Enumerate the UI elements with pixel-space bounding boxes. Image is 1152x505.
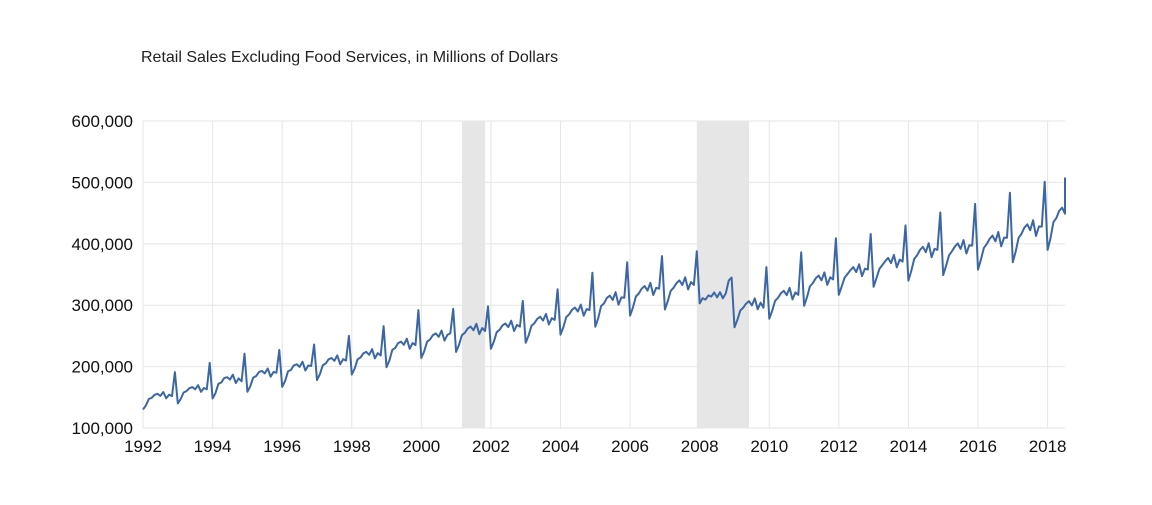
x-tick-label: 1994 xyxy=(194,437,232,456)
x-tick-label: 2004 xyxy=(542,437,580,456)
x-tick-label: 2010 xyxy=(750,437,788,456)
recession-band-2 xyxy=(696,121,749,428)
y-tick-label: 200,000 xyxy=(72,358,133,377)
x-tick-label: 2006 xyxy=(611,437,649,456)
y-tick-label: 500,000 xyxy=(72,173,133,192)
x-tick-label: 2016 xyxy=(959,437,997,456)
y-tick-label: 100,000 xyxy=(72,419,133,438)
x-tick-label: 2000 xyxy=(402,437,440,456)
x-tick-label: 2008 xyxy=(681,437,719,456)
x-tick-label: 2002 xyxy=(472,437,510,456)
chart-title: Retail Sales Excluding Food Services, in… xyxy=(141,49,558,66)
y-tick-label: 600,000 xyxy=(72,112,133,131)
recession-shading xyxy=(461,121,749,428)
x-tick-label: 2014 xyxy=(890,437,928,456)
x-tick-label: 2012 xyxy=(820,437,858,456)
y-tick-label: 400,000 xyxy=(72,235,133,254)
x-tick-label: 1996 xyxy=(263,437,301,456)
series-group xyxy=(142,177,1066,411)
y-axis-tick-labels: 100,000 200,000 300,000 400,000 500,000 600,0… xyxy=(72,112,133,438)
x-tick-label: 1992 xyxy=(124,437,162,456)
x-tick-label: 2018 xyxy=(1029,437,1067,456)
recession-band-1 xyxy=(461,121,486,428)
series-line xyxy=(142,177,1066,411)
y-tick-label: 300,000 xyxy=(72,296,133,315)
x-tick-label: 1998 xyxy=(333,437,371,456)
x-axis-tick-labels: 1992 1994 1996 1998 2000 2002 2004 2006 2008 2010… xyxy=(124,437,1066,456)
